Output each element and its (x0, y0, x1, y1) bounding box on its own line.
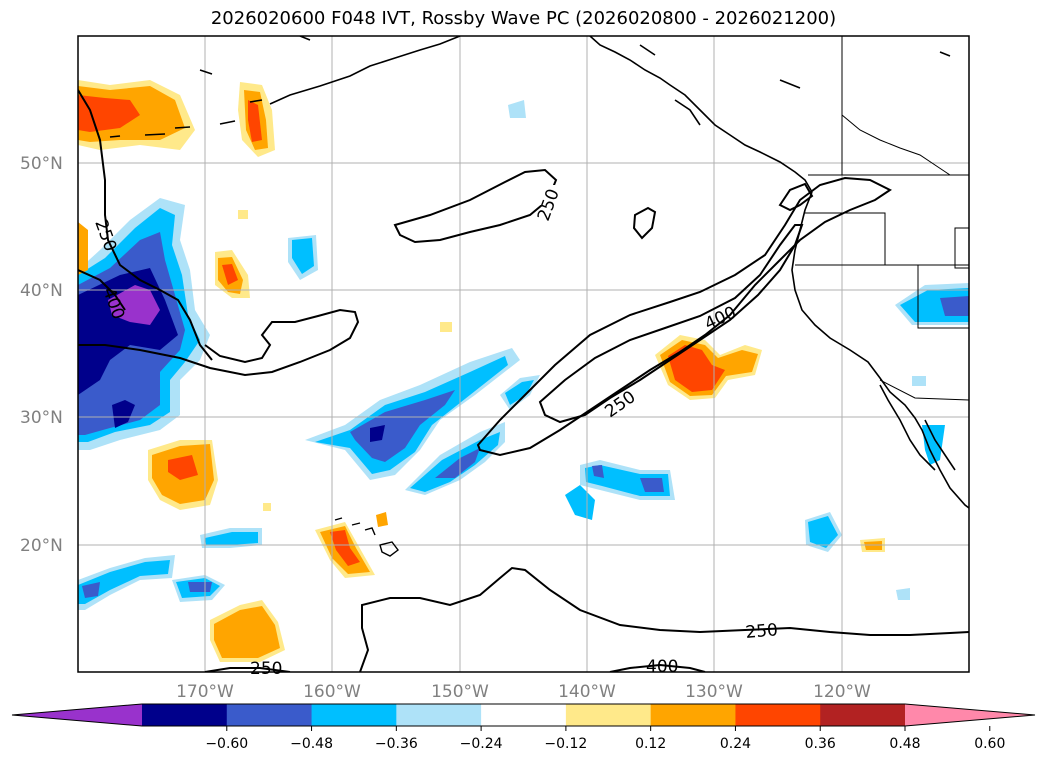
longitude-labels: 170°W 160°W 150°W 140°W 130°W 120°W (176, 682, 871, 702)
colorbar-box (650, 704, 736, 726)
colorbar-box (820, 704, 906, 726)
lat-label-40n: 40°N (20, 281, 63, 301)
colorbar-tick-label: −0.36 (375, 736, 418, 752)
colorbar-tick-label: 0.24 (720, 736, 751, 752)
map-title: 2026020600 F048 IVT, Rossby Wave PC (202… (210, 8, 837, 29)
contour-250-west (78, 89, 213, 361)
colorbar-box (396, 704, 482, 726)
colorbar-extend-max (905, 704, 1035, 726)
colorbar-tick-label: −0.60 (205, 736, 248, 752)
colorbar-box (311, 704, 397, 726)
ivt-anomaly-fill (78, 80, 969, 662)
colorbar-tick-label: −0.24 (460, 736, 503, 752)
colorbar-box (142, 704, 228, 726)
contour-label-400-south: 400 (646, 657, 678, 677)
contour-label-250-southwest: 250 (250, 659, 282, 679)
colorbar-tick-label: −0.48 (290, 736, 333, 752)
map-border (77, 35, 970, 673)
colorbar-tick-label: 0.48 (889, 736, 920, 752)
lon-label-130w: 130°W (685, 682, 743, 702)
colorbar-box (481, 704, 567, 726)
contour-250-south (359, 566, 969, 672)
ivt-contours (78, 89, 969, 672)
lon-label-150w: 150°W (431, 682, 489, 702)
colorbar-tick-label: 0.60 (974, 736, 1005, 752)
lat-label-20n: 20°N (20, 536, 63, 556)
colorbar-extend-min (12, 704, 142, 726)
colorbar-tick-label: −0.12 (544, 736, 587, 752)
colorbar-tick-label: 0.36 (805, 736, 836, 752)
colorbar-box (226, 704, 313, 726)
latitude-labels: 50°N 40°N 30°N 20°N (20, 154, 63, 556)
map-area (78, 36, 969, 672)
coastlines (109, 36, 969, 509)
colorbar-box (735, 704, 821, 726)
contour-250-corridor (476, 176, 892, 457)
lat-label-50n: 50°N (20, 154, 63, 174)
colorbar-outline (11, 703, 1036, 727)
lon-label-160w: 160°W (303, 682, 361, 702)
lon-label-170w: 170°W (176, 682, 234, 702)
lat-label-30n: 30°N (20, 408, 63, 428)
contour-label-250-southeast: 250 (745, 620, 779, 643)
contour-400-corridor (538, 224, 804, 424)
political-borders (795, 36, 969, 401)
lon-label-140w: 140°W (558, 682, 616, 702)
colorbar-tick-label: 0.12 (635, 736, 666, 752)
map-grid (78, 36, 969, 672)
colorbar: −0.60 −0.48 −0.36 −0.24 −0.12 0.12 0.24 0.36 0.4… (11, 703, 1036, 752)
colorbar-box (565, 704, 652, 726)
lon-label-120w: 120°W (813, 682, 871, 702)
hawaii-islands (334, 517, 399, 557)
